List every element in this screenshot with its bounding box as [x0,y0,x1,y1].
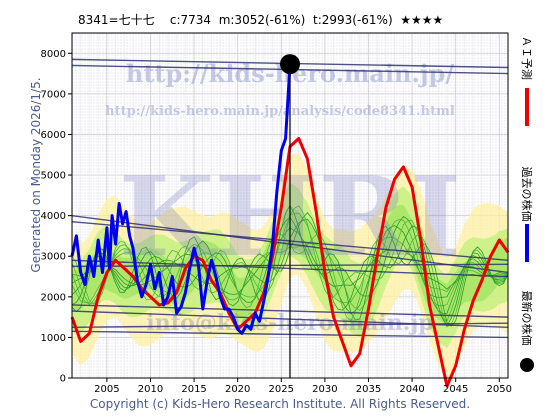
x-tick-label: 2040 [399,384,424,395]
watermark-analysis-url: http://kids-hero.main.jp/analysis/code83… [105,104,455,119]
y-tick-label: 8000 [41,49,66,60]
legend-past-label: 過去の株価 [520,166,533,222]
past-price-line [70,64,292,335]
current-price-dot [280,54,300,75]
y-tick-label: 0 [60,374,66,385]
y-tick-label: 7000 [41,89,66,100]
y-tick-label: 3000 [41,252,66,263]
x-tick-label: 2010 [138,384,163,395]
x-tick-label: 2035 [356,384,381,395]
x-tick-label: 2030 [312,384,337,395]
x-tick-label: 2045 [443,384,468,395]
y-tick-label: 6000 [41,130,66,141]
x-axis: 2005 2010 2015 2020 2025 2030 2035 2040 2045 2050 [94,378,512,395]
y-axis: 0 1000 2000 3000 4000 5000 6000 7000 8000 [41,49,72,385]
y-tick-label: 5000 [41,171,66,182]
chart-header: 8341=七十七 c:7734 m:3052(-61%) t:2993(-61%… [78,11,443,28]
legend-past-swatch [525,224,529,262]
x-tick-label: 2005 [94,384,119,395]
legend-latest-dot [520,358,534,372]
x-tick-label: 2015 [181,384,206,395]
legend-latest-label: 最新の株価 [520,290,533,346]
current-price: c:7734 [169,13,212,27]
legend-ai-swatch [525,88,529,126]
stock-code: 8341=七十七 [78,13,155,27]
y-tick-label: 2000 [41,292,66,303]
x-tick-label: 2025 [269,384,294,395]
t-value: t:2993(-61%) [312,13,393,27]
copyright: Copyright (c) Kids-Hero Research Institu… [89,397,471,411]
x-tick-label: 2050 [487,384,512,395]
forecast-band [72,204,508,327]
x-tick-label: 2020 [225,384,250,395]
y-tick-label: 1000 [41,333,66,344]
rating-stars: ★★★★ [400,13,444,27]
m-value: m:3052(-61%) [218,13,306,27]
y-tick-label: 4000 [41,211,66,222]
current-price-marker [280,54,300,378]
legend-ai-label: ＡＩ予測 [520,36,533,80]
